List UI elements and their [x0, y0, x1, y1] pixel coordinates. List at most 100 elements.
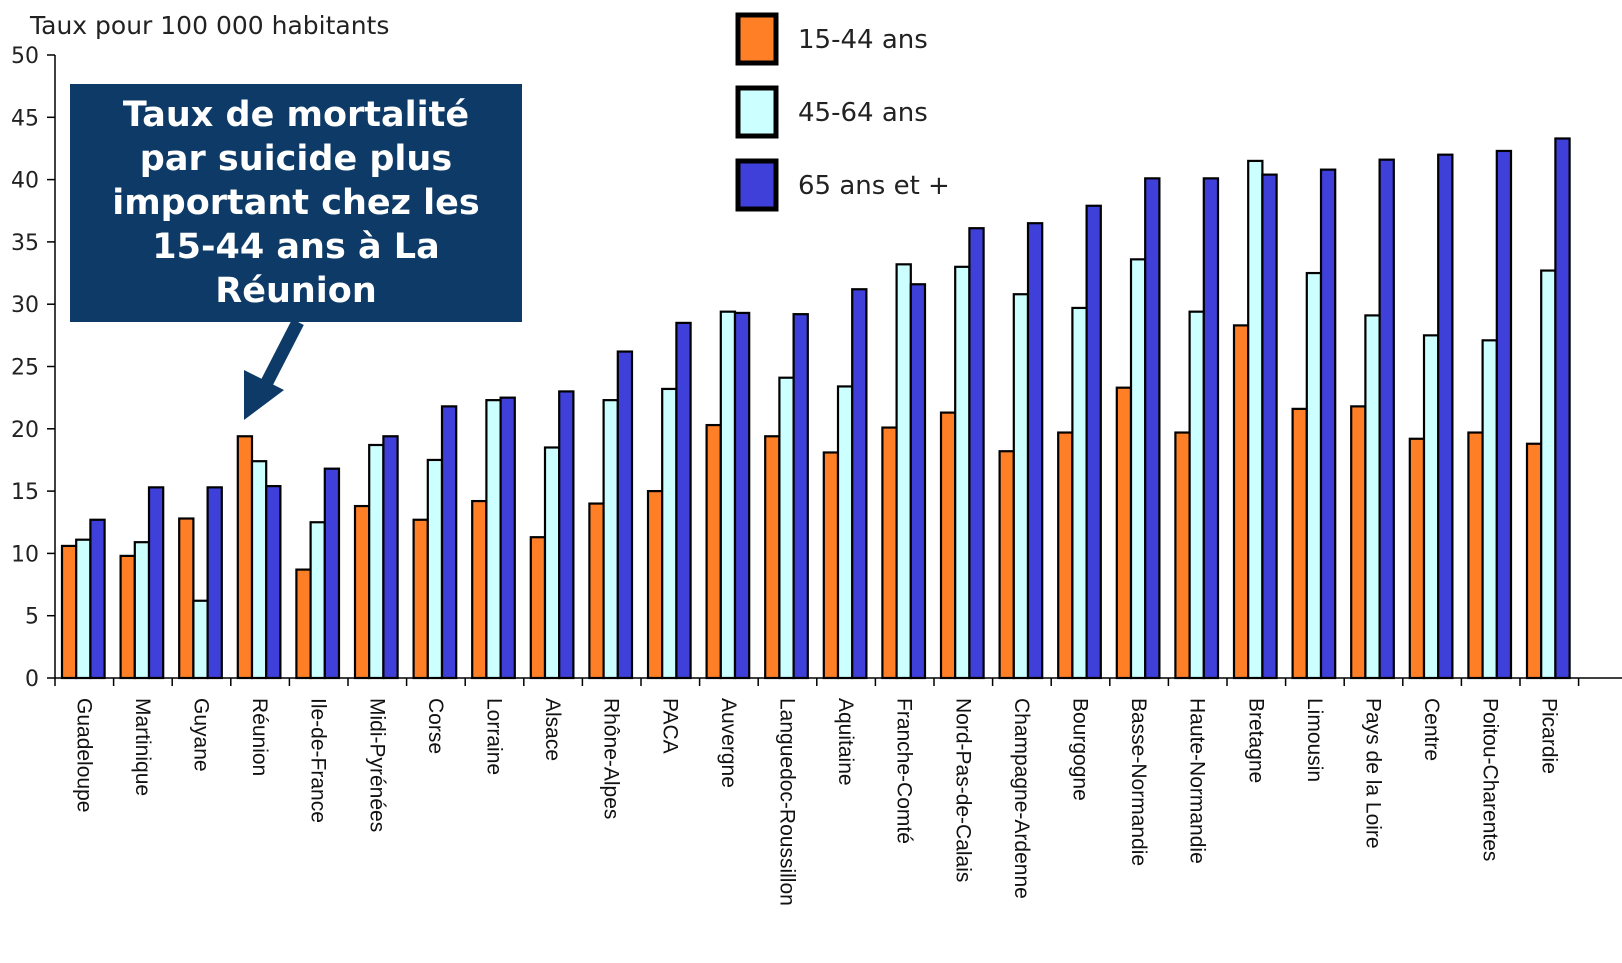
legend-swatch-2	[735, 85, 779, 139]
y-tick-label: 40	[11, 169, 39, 194]
bar-1-25	[1467, 431, 1484, 680]
bar-1-14	[822, 451, 840, 680]
bar-1-2	[119, 554, 136, 680]
bar-2-26	[1540, 269, 1557, 680]
x-axis-labels: Guadeloupe Martinique Guyane Réunion Ile-de-…	[72, 698, 1560, 906]
bar-2-25	[1481, 339, 1498, 680]
bar-2-17	[1012, 293, 1030, 680]
x-category-label: PACA	[658, 698, 681, 754]
bar-1-11	[646, 490, 664, 680]
bar-1-13	[764, 435, 781, 680]
bar-1-19	[1115, 386, 1133, 680]
x-category-label: Ile-de-France	[307, 698, 330, 823]
bar-3-15	[909, 283, 927, 680]
bar-2-24	[1422, 334, 1440, 680]
x-category-label: Centre	[1420, 698, 1443, 761]
bar-1-15	[881, 426, 898, 680]
bar-3-2	[147, 486, 165, 680]
bar-1-4	[236, 435, 254, 680]
bar-3-9	[558, 390, 575, 680]
legend-label-2: 45-64 ans	[798, 98, 928, 128]
y-axis-label: Taux pour 100 000 habitants	[29, 11, 389, 40]
bar-3-7	[440, 405, 458, 680]
bar-2-23	[1364, 314, 1381, 680]
x-category-label: Auvergne	[717, 698, 740, 788]
bar-1-3	[178, 517, 195, 680]
bar-1-21	[1232, 324, 1250, 680]
bar-3-20	[1202, 177, 1220, 680]
bar-2-18	[1071, 306, 1088, 680]
x-category-label: Franche-Comté	[893, 698, 916, 844]
bar-1-17	[998, 450, 1015, 680]
bar-3-5	[323, 467, 341, 680]
bar-2-20	[1188, 310, 1205, 680]
x-category-label: Haute-Normandie	[1186, 698, 1209, 864]
bar-3-13	[792, 313, 809, 680]
x-category-label: Pays de la Loire	[1362, 698, 1385, 849]
legend-label-1: 15-44 ans	[798, 25, 928, 55]
bar-2-14	[836, 385, 854, 680]
bar-1-24	[1408, 437, 1426, 680]
bar-2-13	[778, 376, 795, 680]
bar-2-1	[75, 538, 92, 680]
bar-2-4	[250, 460, 268, 680]
bar-3-6	[382, 435, 399, 680]
bar-2-7	[426, 458, 444, 680]
bar-3-26	[1554, 137, 1571, 680]
bar-3-11	[675, 321, 692, 680]
bar-1-1	[60, 544, 78, 680]
bars	[60, 137, 1571, 680]
bar-1-22	[1291, 407, 1308, 680]
bar-3-18	[1085, 204, 1102, 680]
bar-3-19	[1144, 177, 1161, 680]
x-category-label: Alsace	[541, 698, 564, 761]
y-tick-label: 50	[11, 44, 39, 69]
bar-2-9	[543, 446, 561, 680]
x-category-label: Basse-Normandie	[1127, 698, 1150, 866]
x-category-label: Rhône-Alpes	[600, 698, 623, 819]
bar-2-11	[661, 387, 678, 680]
annotation-callout: Taux de mortalité par suicide plus impor…	[70, 84, 522, 322]
x-category-label: Nord-Pas-de-Calais	[951, 698, 974, 882]
x-category-label: Lorraine	[483, 698, 506, 775]
bar-3-8	[499, 396, 516, 680]
y-tick-label: 45	[11, 106, 39, 131]
bar-2-10	[602, 399, 619, 680]
y-tick-label: 25	[11, 356, 39, 381]
bar-1-10	[588, 502, 605, 680]
x-category-label: Guyane	[190, 698, 213, 772]
bar-1-16	[939, 411, 957, 680]
bar-2-3	[192, 599, 209, 680]
bar-1-20	[1174, 431, 1191, 680]
bar-1-8	[471, 499, 488, 680]
bar-2-16	[954, 265, 971, 680]
legend-swatch-1	[735, 12, 779, 66]
bar-2-8	[485, 399, 502, 680]
y-axis-ticks: 0 5 10 15 20 25 30 35 40 45 50	[11, 44, 55, 692]
bar-1-6	[353, 504, 371, 680]
x-category-label: Midi-Pyrénées	[365, 698, 388, 832]
bar-1-18	[1057, 431, 1074, 680]
y-tick-label: 15	[11, 480, 39, 505]
bar-1-26	[1525, 442, 1543, 680]
x-category-label: Corse	[424, 698, 447, 754]
bar-2-6	[368, 443, 385, 680]
y-tick-label: 10	[11, 542, 39, 567]
bar-3-22	[1319, 168, 1337, 680]
bar-2-21	[1247, 159, 1264, 680]
bar-3-17	[1026, 222, 1044, 680]
bar-3-4	[265, 485, 282, 680]
x-category-label: Limousin	[1303, 698, 1326, 782]
bar-1-9	[529, 536, 547, 680]
bar-1-12	[705, 423, 722, 680]
bar-2-12	[719, 310, 737, 680]
bar-1-5	[295, 568, 312, 680]
x-category-label: Picardie	[1537, 698, 1560, 774]
bar-3-16	[968, 227, 985, 680]
bar-3-1	[89, 518, 106, 680]
x-category-label: Bourgogne	[1069, 698, 1092, 801]
y-tick-label: 35	[11, 231, 39, 256]
bar-1-23	[1350, 405, 1367, 680]
bar-3-10	[616, 350, 634, 680]
